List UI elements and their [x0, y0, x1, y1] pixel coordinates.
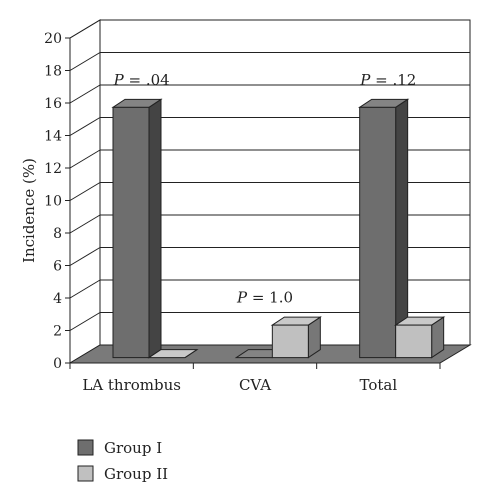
p-value: = 1.0 — [247, 289, 293, 307]
x-category-label: Total — [360, 376, 398, 394]
gridline-side — [69, 117, 101, 136]
y-tick-label: 14 — [44, 129, 62, 145]
legend-label: Group I — [104, 439, 162, 457]
p-value-annotation: P = .04 — [113, 71, 170, 89]
p-symbol: P — [359, 71, 371, 89]
p-value: = .04 — [124, 71, 170, 89]
y-tick-label: 6 — [53, 259, 62, 275]
bar — [358, 98, 410, 359]
gridline-side — [69, 149, 101, 169]
bar-front — [395, 324, 433, 359]
bar-front — [359, 106, 397, 359]
gridline-side — [69, 84, 101, 104]
bar-front — [112, 106, 150, 359]
x-category-label: CVA — [239, 376, 271, 394]
gridline-side — [69, 247, 101, 266]
p-value-annotation: P = .12 — [359, 71, 416, 89]
y-tick-label: 0 — [53, 356, 62, 372]
gridline-side — [69, 312, 101, 331]
gridline-side — [69, 182, 101, 201]
legend-swatch — [77, 439, 94, 456]
y-tick-label: 4 — [53, 291, 62, 307]
bar — [394, 316, 446, 359]
y-tick-label: 16 — [44, 96, 62, 112]
y-tick-label: 18 — [44, 64, 62, 80]
legend-label: Group II — [104, 465, 168, 483]
p-value: = .12 — [370, 71, 416, 89]
x-category-label: LA thrombus — [82, 376, 181, 394]
bar — [111, 98, 163, 359]
bar — [270, 316, 322, 359]
bar-front — [271, 324, 309, 359]
y-tick-label: 12 — [44, 161, 62, 177]
y-tick-label: 10 — [44, 194, 62, 210]
p-symbol: P — [236, 289, 248, 307]
y-axis-label: Incidence (%) — [20, 158, 38, 263]
bar-side — [148, 98, 162, 359]
gridline-side — [69, 52, 101, 71]
p-symbol: P — [113, 71, 125, 89]
y-tick-label: 8 — [53, 226, 62, 242]
bar — [147, 349, 199, 359]
gridline-side — [69, 279, 101, 299]
gridline-side — [69, 214, 101, 234]
y-tick-label: 20 — [44, 31, 62, 47]
p-value-annotation: P = 1.0 — [236, 289, 293, 307]
legend-swatch — [77, 465, 94, 482]
y-tick-label: 2 — [53, 324, 62, 340]
gridline-side — [69, 19, 101, 39]
bar-top — [147, 349, 199, 359]
